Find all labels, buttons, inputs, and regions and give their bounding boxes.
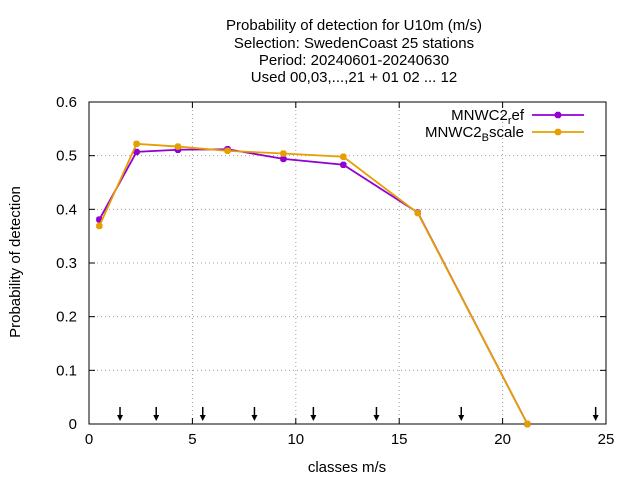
data-point xyxy=(133,140,140,148)
data-point xyxy=(554,128,562,136)
class-marker-arrow xyxy=(251,407,258,421)
data-point xyxy=(133,148,140,156)
class-marker-arrow xyxy=(117,407,124,421)
y-tick-label: 0.1 xyxy=(56,362,77,379)
class-marker-arrow xyxy=(458,407,465,421)
x-tick-label: 0 xyxy=(85,431,93,448)
y-tick-label: 0.4 xyxy=(56,201,77,218)
y-tick-label: 0.6 xyxy=(56,94,77,111)
data-point xyxy=(96,222,103,230)
data-point xyxy=(524,420,531,428)
axes xyxy=(88,101,607,425)
series-group xyxy=(96,140,531,428)
series-line xyxy=(98,142,529,425)
y-tick-label: 0.2 xyxy=(56,309,77,326)
x-tick-label: 10 xyxy=(287,431,304,448)
class-marker-arrow xyxy=(592,407,599,421)
title-line-2: Selection: SwedenCoast 25 stations xyxy=(234,35,474,52)
data-point xyxy=(174,143,182,150)
x-axis-label: classes m/s xyxy=(308,459,386,476)
legend-label: MNWC2ref xyxy=(451,107,525,127)
data-point xyxy=(340,161,347,168)
y-tick-label: 0.5 xyxy=(56,148,77,165)
series-1 xyxy=(96,146,531,428)
x-tick-label: 20 xyxy=(494,431,511,448)
series-line xyxy=(98,148,529,425)
title-line-1: Probability of detection for U10m (m/s) xyxy=(226,17,482,34)
legend-label: MNWC2Bscale xyxy=(425,124,524,144)
y-tick-label: 0.3 xyxy=(56,255,77,272)
x-tick-label: 5 xyxy=(188,431,196,448)
series-2 xyxy=(96,140,531,428)
class-marker-arrow xyxy=(310,407,317,421)
class-marker-arrow xyxy=(199,407,206,421)
chart-title: Probability of detection for U10m (m/s) … xyxy=(226,17,482,86)
legend-entry-1: MNWC2ref xyxy=(451,107,584,127)
class-marker-arrow xyxy=(373,407,380,421)
x-tick-label: 25 xyxy=(598,431,615,448)
data-point xyxy=(280,150,287,157)
title-line-3: Period: 20240601-20240630 xyxy=(259,52,449,69)
y-tick-label: 0 xyxy=(69,416,77,433)
data-point xyxy=(554,111,562,119)
class-markers xyxy=(117,407,599,421)
legend-entry-2: MNWC2Bscale xyxy=(425,124,584,144)
tick-labels: 0 5 10 15 20 25 0 0.1 0.2 0.3 0.4 0.5 0.6 xyxy=(56,94,614,448)
grid xyxy=(89,102,606,424)
data-point xyxy=(414,209,422,217)
title-line-4: Used 00,03,...,21 + 01 02 ... 12 xyxy=(251,69,457,86)
class-marker-arrow xyxy=(153,407,160,421)
y-axis-label: Probability of detection xyxy=(7,186,24,338)
data-point xyxy=(280,155,287,163)
data-point xyxy=(224,147,231,155)
data-point xyxy=(340,153,347,160)
x-tick-label: 15 xyxy=(391,431,408,448)
